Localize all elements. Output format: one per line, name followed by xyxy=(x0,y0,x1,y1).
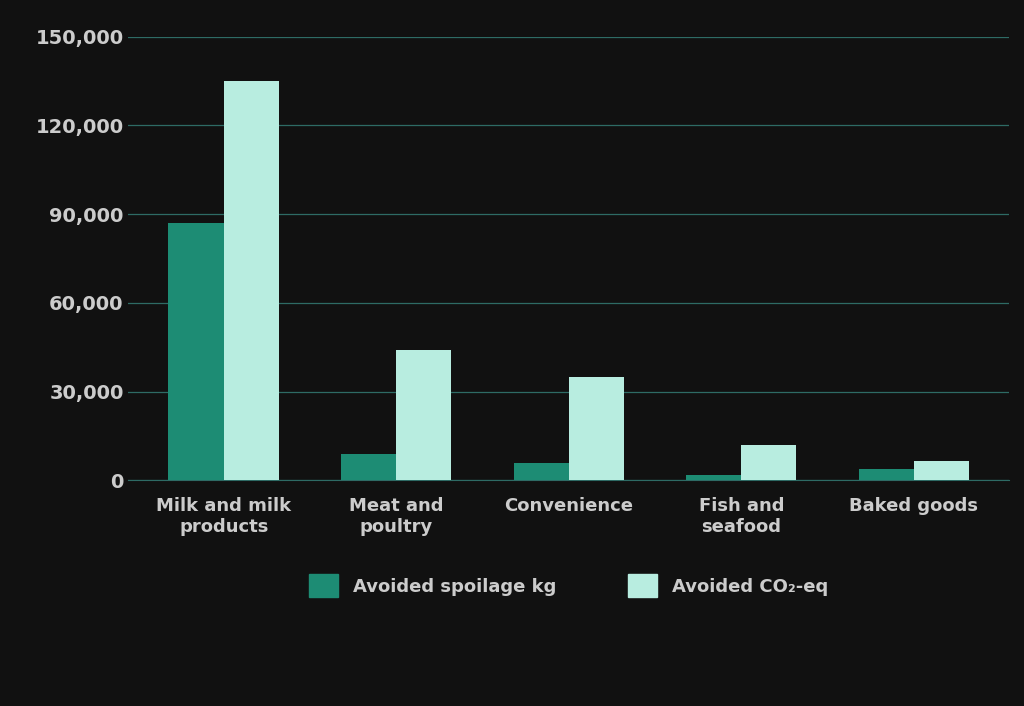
Bar xyxy=(341,454,396,481)
Bar xyxy=(169,223,223,481)
Bar xyxy=(741,445,797,481)
Bar xyxy=(913,461,969,481)
Legend: Avoided spoilage kg, Avoided CO₂-eq: Avoided spoilage kg, Avoided CO₂-eq xyxy=(302,567,836,604)
Bar xyxy=(568,377,624,481)
Bar xyxy=(396,350,452,481)
Bar xyxy=(223,81,279,481)
Bar xyxy=(858,469,913,481)
Bar xyxy=(513,462,568,481)
Bar xyxy=(686,474,741,481)
